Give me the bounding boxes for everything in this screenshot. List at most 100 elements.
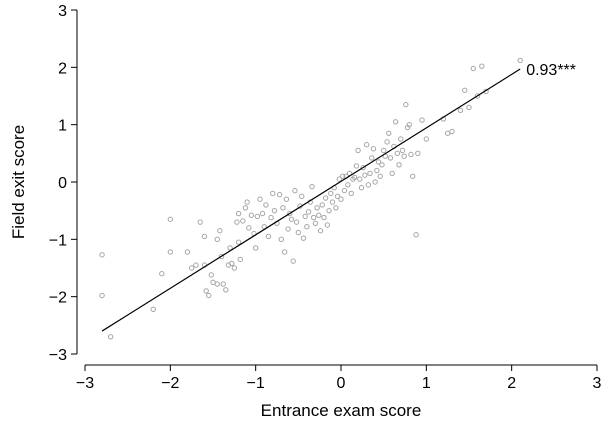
- y-tick-label: 3: [58, 3, 67, 20]
- data-point: [319, 202, 325, 208]
- data-point: [203, 288, 209, 294]
- data-point: [367, 170, 373, 177]
- data-point: [444, 130, 451, 136]
- data-point: [334, 193, 341, 200]
- data-point: [517, 57, 523, 64]
- data-point: [316, 212, 322, 218]
- data-point: [380, 147, 387, 154]
- data-point: [466, 104, 472, 111]
- data-point: [317, 228, 324, 234]
- data-point: [324, 222, 331, 228]
- data-point: [210, 279, 216, 286]
- data-point: [227, 245, 233, 251]
- data-point: [214, 281, 220, 287]
- data-point: [345, 182, 351, 188]
- data-point: [419, 117, 425, 123]
- data-point: [338, 196, 344, 202]
- data-point: [312, 220, 319, 226]
- data-point: [220, 281, 226, 287]
- data-point: [462, 87, 468, 93]
- fit-line-group: [101, 68, 521, 332]
- data-point: [341, 187, 348, 194]
- data-point: [201, 233, 208, 240]
- data-point: [254, 213, 261, 220]
- data-point: [377, 173, 383, 179]
- data-point: [396, 162, 402, 168]
- data-point: [401, 153, 407, 159]
- data-point: [351, 174, 358, 181]
- data-point: [293, 219, 300, 225]
- data-point: [309, 183, 315, 190]
- y-tick-label: 0: [58, 175, 67, 192]
- data-point: [300, 235, 307, 241]
- data-point: [403, 101, 409, 108]
- data-point: [292, 187, 298, 194]
- data-point: [365, 182, 372, 188]
- data-point: [285, 226, 291, 232]
- data-point: [357, 176, 363, 182]
- data-point: [299, 193, 305, 200]
- data-point: [457, 107, 464, 114]
- data-point: [259, 210, 266, 217]
- x-tick-label: 2: [507, 375, 516, 392]
- data-point: [295, 229, 302, 236]
- data-point: [348, 190, 354, 197]
- data-point: [386, 130, 392, 136]
- data-point: [305, 209, 312, 215]
- data-point: [231, 265, 238, 271]
- data-point: [415, 150, 421, 157]
- data-point: [265, 233, 272, 240]
- data-point: [310, 214, 317, 221]
- data-point: [257, 196, 263, 202]
- y-tick-label: −1: [49, 232, 67, 249]
- data-point: [387, 155, 394, 161]
- x-tick-label: 3: [593, 375, 602, 392]
- data-point: [314, 205, 320, 211]
- data-point: [322, 195, 329, 201]
- data-point: [237, 256, 244, 263]
- data-point: [184, 249, 191, 255]
- data-point: [304, 224, 310, 230]
- data-point: [326, 207, 332, 214]
- data-point: [159, 271, 165, 277]
- data-point: [374, 167, 380, 174]
- data-point: [290, 258, 296, 264]
- data-point: [248, 212, 255, 218]
- data-point: [369, 155, 375, 161]
- data-point: [235, 239, 242, 245]
- data-point: [408, 151, 414, 158]
- data-point: [398, 136, 404, 142]
- x-tick-label: 0: [337, 375, 346, 392]
- data-point: [449, 128, 455, 135]
- data-point: [287, 210, 293, 217]
- data-point: [302, 213, 308, 220]
- x-tick-label: −3: [76, 375, 94, 392]
- data-point: [360, 164, 366, 171]
- data-point: [362, 172, 368, 178]
- data-point: [214, 236, 220, 243]
- data-point: [392, 119, 399, 125]
- data-points: [99, 57, 523, 340]
- data-point: [167, 216, 174, 222]
- data-point: [406, 121, 412, 128]
- y-tick-label: 2: [58, 60, 67, 77]
- data-point: [234, 219, 240, 225]
- data-point: [268, 214, 274, 221]
- data-point: [394, 150, 401, 157]
- data-point: [271, 207, 278, 214]
- data-point: [218, 253, 225, 260]
- data-point: [321, 214, 327, 221]
- data-point: [252, 245, 259, 251]
- data-point: [336, 176, 342, 182]
- data-point: [375, 159, 382, 165]
- data-point: [389, 170, 395, 177]
- data-point: [263, 202, 269, 208]
- data-point: [288, 216, 295, 222]
- data-point: [208, 272, 214, 278]
- x-tick-label: −2: [161, 375, 179, 392]
- data-point: [423, 136, 430, 142]
- x-tick-label: 1: [422, 375, 431, 392]
- data-point: [167, 249, 174, 255]
- data-point: [470, 65, 476, 72]
- y-tick-label: 1: [58, 118, 67, 135]
